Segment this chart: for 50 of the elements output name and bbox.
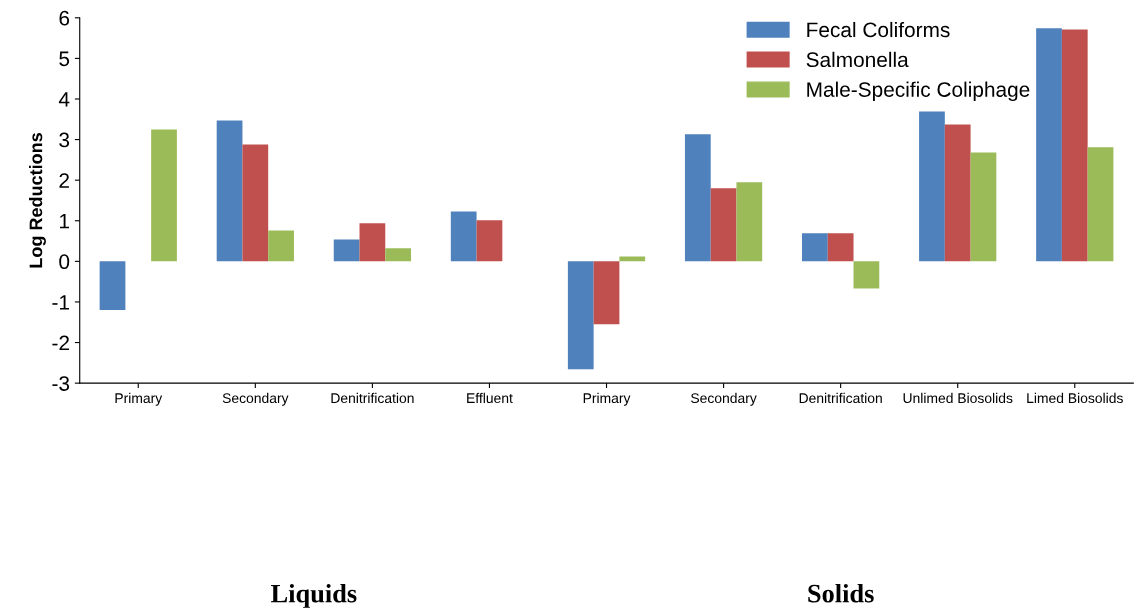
bar — [593, 261, 620, 325]
bar — [1061, 29, 1088, 262]
y-tick-label: 3 — [59, 132, 70, 148]
bar — [359, 223, 386, 262]
bar — [99, 261, 126, 311]
bar — [385, 248, 412, 262]
bar — [736, 182, 763, 262]
x-tick-label: Secondary — [222, 392, 289, 406]
text: Solids — [808, 583, 874, 603]
bar — [151, 129, 177, 262]
bar — [970, 152, 997, 262]
bar — [216, 120, 243, 262]
y-tick-label: -2 — [52, 335, 69, 351]
x-tick-label: Primary — [115, 392, 163, 406]
bar — [333, 239, 360, 262]
bar — [450, 211, 477, 262]
bar — [827, 233, 854, 262]
bar — [268, 230, 294, 262]
y-tick-label: 0 — [59, 254, 70, 270]
x-tick-label: Limed Biosolids — [1027, 392, 1123, 404]
x-tick-label: Unlimed Biosolids — [903, 392, 1013, 404]
bar — [710, 188, 737, 262]
x-tick-label: Denitrification — [331, 392, 414, 404]
bar — [1087, 147, 1114, 262]
x-tick-label: Effluent — [467, 392, 513, 404]
y-tick-label: -3 — [52, 376, 70, 391]
x-tick-label: Secondary — [691, 392, 757, 406]
bar — [242, 144, 269, 262]
bar — [567, 261, 594, 370]
y-tick-label: 2 — [59, 173, 69, 188]
bar — [619, 256, 646, 262]
x-tick-label: Primary — [583, 392, 631, 406]
legend-label: Salmonella — [806, 51, 909, 68]
bar — [476, 220, 503, 262]
bar — [853, 261, 880, 289]
y-tick-label: -1 — [52, 295, 69, 310]
y-axis-title: Log Reductions — [29, 133, 46, 268]
y-tick-label: 1 — [60, 213, 69, 229]
bar — [1036, 28, 1062, 262]
x-tick-label: Denitrification — [799, 392, 882, 404]
legend-label: Male-Specific Coliphage — [807, 81, 1030, 102]
bar — [944, 124, 971, 262]
bar — [919, 111, 945, 262]
bar — [802, 233, 828, 262]
y-tick-label: 6 — [59, 10, 70, 26]
y-tick-label: 5 — [59, 51, 70, 67]
bar — [684, 134, 711, 262]
legend-label: Fecal Coliforms — [807, 21, 950, 38]
text: Liquids — [271, 583, 357, 608]
y-tick-label: 4 — [58, 92, 70, 107]
